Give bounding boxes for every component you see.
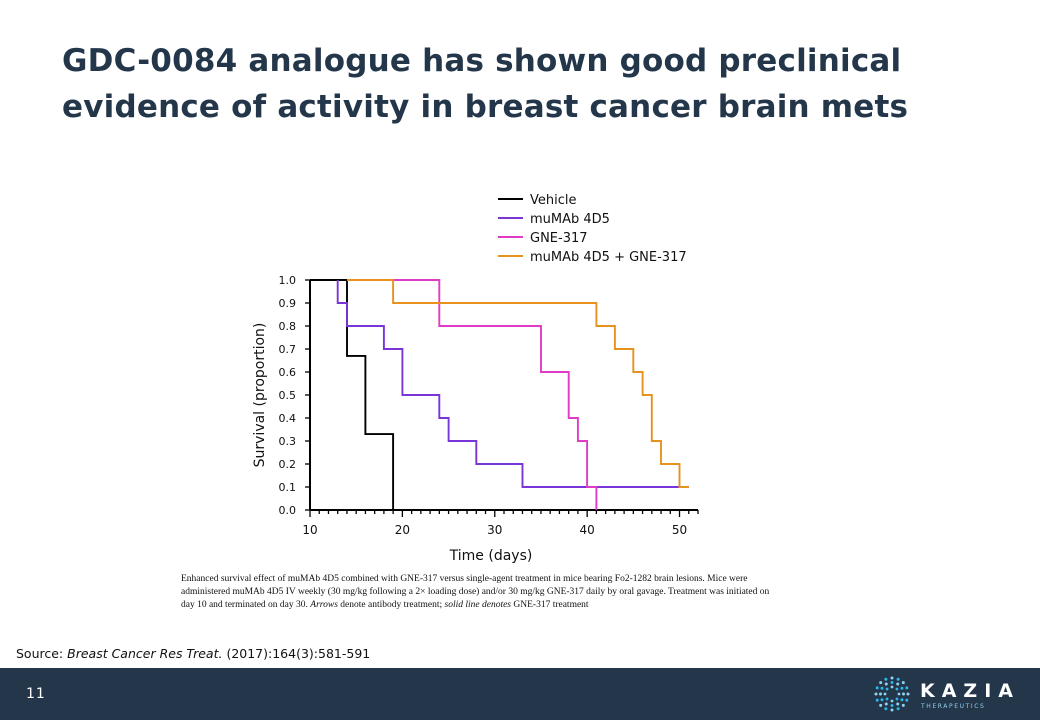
caption-middle: denote antibody treatment; [337, 600, 445, 610]
legend-label: Vehicle [530, 193, 577, 208]
y-tick-label: 0.7 [279, 343, 297, 356]
logo-dot [874, 692, 878, 696]
y-tick-label: 1.0 [279, 274, 297, 287]
logo-wordmark: KAZIA [920, 680, 1020, 702]
y-tick-label: 0.8 [279, 320, 297, 333]
series-line [393, 279, 598, 510]
x-tick-label: 10 [302, 523, 317, 537]
logo-dot [890, 685, 894, 689]
logo-dot [890, 708, 894, 712]
figure-caption: Enhanced survival effect of muMAb 4D5 co… [181, 573, 781, 612]
caption-arrows: Arrows [310, 600, 338, 610]
logo-dot [896, 682, 900, 686]
chart-axes: 10 20 30 40 50 0.0 0.1 0.2 0.3 0.4 0.5 0.6 0.7 0.8 0.9… [279, 274, 699, 537]
logo-dot [897, 692, 901, 696]
y-tick-label: 0.5 [279, 389, 297, 402]
logo-dot [884, 677, 888, 681]
logo-dot [895, 687, 899, 691]
survival-chart: Vehicle muMAb 4D5 GNE-317 muMAb 4D5 + GNE-3… [252, 193, 699, 564]
y-tick-label: 0.6 [279, 366, 297, 379]
logo-dot [900, 698, 904, 702]
logo-dot [906, 692, 910, 696]
y-tick-label: 0.1 [279, 481, 297, 494]
logo-dot [885, 687, 889, 691]
logo-dot [880, 698, 884, 702]
company-logo: KAZIA THERAPEUTICS [874, 676, 1024, 714]
logo-dot [884, 707, 888, 711]
footer-bar: 11 KAZIA THERAPEUTICS [0, 668, 1040, 720]
chart-series [310, 279, 689, 510]
legend-label: GNE-317 [530, 231, 588, 246]
logo-dot [896, 677, 900, 681]
logo-dot [885, 697, 889, 701]
caption-solid-line: solid line denotes [444, 600, 512, 610]
logo-dot [901, 681, 905, 685]
y-tick-label: 0.9 [279, 297, 297, 310]
logo-dot [901, 703, 905, 707]
y-tick-label: 0.3 [279, 435, 297, 448]
series-line [336, 280, 689, 488]
logo-dot [875, 698, 879, 702]
y-tick-label: 0.2 [279, 458, 297, 471]
logo-dot [880, 686, 884, 690]
slide-title-line-1: GDC-0084 analogue has shown good preclin… [62, 43, 902, 79]
logo-dot [890, 704, 894, 707]
x-tick-label: 30 [487, 523, 502, 537]
y-tick-label: 0.0 [279, 504, 297, 517]
logo-dot [883, 692, 887, 696]
logo-dot [896, 702, 900, 706]
logo-dot [884, 702, 888, 706]
kazia-logo-icon [874, 676, 910, 712]
y-axis-label: Survival (proportion) [252, 323, 268, 468]
series-line [310, 279, 395, 510]
slide-title: GDC-0084 analogue has shown good preclin… [62, 38, 962, 130]
legend-label: muMAb 4D5 + GNE-317 [530, 250, 687, 265]
page-number: 11 [26, 686, 46, 702]
caption-text: Enhanced survival effect of muMAb 4D5 co… [181, 574, 770, 610]
caption-end: GNE-317 treatment [511, 600, 589, 610]
slide-title-line-2: evidence of activity in breast cancer br… [62, 89, 909, 125]
logo-dot [875, 686, 879, 690]
logo-dot [905, 686, 909, 690]
source-details: (2017):164(3):581-591 [222, 646, 371, 661]
y-tick-label: 0.4 [279, 412, 297, 425]
logo-dot [895, 697, 899, 701]
source-journal: Breast Cancer Res Treat. [67, 646, 223, 661]
chart-legend: Vehicle muMAb 4D5 GNE-317 muMAb 4D5 + GNE-3… [498, 193, 687, 265]
logo-dot [902, 692, 905, 696]
logo-subtitle: THERAPEUTICS [921, 703, 986, 710]
legend-label: muMAb 4D5 [530, 212, 610, 227]
logo-dot [900, 686, 904, 690]
x-tick-label: 40 [580, 523, 595, 537]
logo-dot [890, 681, 894, 684]
logo-dot [879, 692, 882, 696]
x-tick-label: 20 [395, 523, 410, 537]
logo-dot [879, 703, 883, 707]
x-axis-label: Time (days) [449, 548, 533, 564]
series-line [347, 279, 689, 488]
logo-dot [879, 681, 883, 685]
logo-dot [905, 698, 909, 702]
source-prefix: Source: [16, 646, 68, 661]
source-citation: Source: Breast Cancer Res Treat. (2017):… [16, 646, 370, 661]
logo-dot [890, 699, 894, 703]
logo-dot [896, 707, 900, 711]
x-tick-label: 50 [672, 523, 687, 537]
logo-dot [884, 682, 888, 686]
logo-dot [890, 676, 894, 680]
